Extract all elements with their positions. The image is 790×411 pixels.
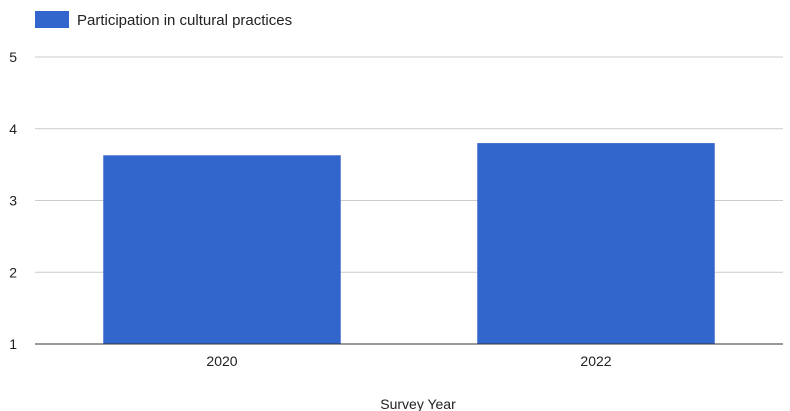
legend-swatch	[35, 11, 69, 28]
x-axis-title: Survey Year	[380, 396, 456, 411]
bar-2022	[477, 143, 715, 344]
y-tick-label: 3	[9, 193, 17, 209]
x-tick-label: 2022	[580, 353, 611, 369]
bar-2020	[103, 155, 341, 344]
x-tick-label: 2020	[206, 353, 237, 369]
y-tick-label: 5	[9, 49, 17, 65]
y-tick-label: 1	[9, 336, 17, 352]
y-tick-label: 2	[9, 264, 17, 280]
y-axis-tick-labels: 1 2 3 4 5	[9, 49, 17, 352]
x-axis-tick-labels: 2020 2022	[206, 353, 611, 369]
legend: Participation in cultural practices	[35, 11, 292, 29]
legend-label: Participation in cultural practices	[77, 12, 292, 29]
y-tick-label: 4	[9, 121, 17, 137]
bars	[103, 143, 715, 344]
